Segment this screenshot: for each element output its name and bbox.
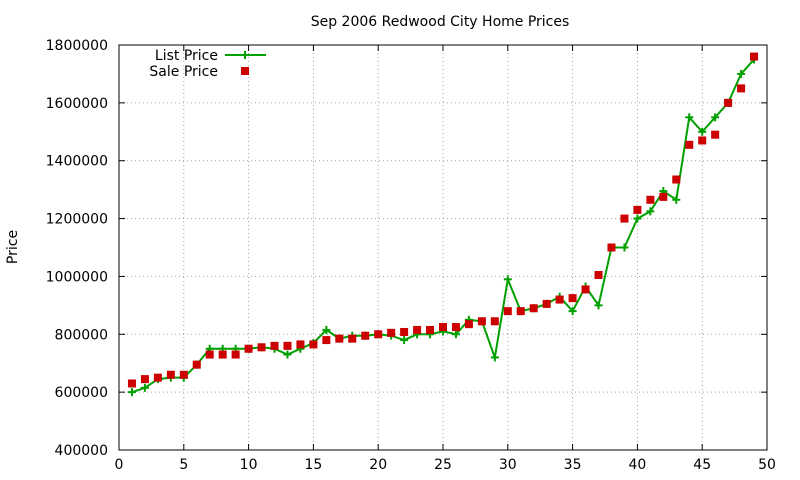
x-tick-label: 35 bbox=[564, 457, 582, 473]
chart-title: Sep 2006 Redwood City Home Prices bbox=[311, 14, 570, 30]
sale-price-point bbox=[244, 344, 253, 353]
sale-price-point bbox=[296, 340, 305, 349]
sale-price-point bbox=[529, 304, 538, 313]
list-price-point bbox=[698, 127, 707, 136]
list-price-point bbox=[490, 353, 499, 362]
list-price-point bbox=[568, 307, 577, 316]
sale-price-point bbox=[503, 307, 512, 316]
legend-marker bbox=[241, 67, 249, 75]
sale-price-point bbox=[698, 136, 707, 145]
sale-price-point bbox=[257, 343, 266, 352]
grid bbox=[119, 45, 767, 450]
sale-price-point bbox=[516, 307, 525, 316]
sale-price-point bbox=[205, 350, 214, 359]
y-tick-label: 1600000 bbox=[46, 96, 108, 112]
sale-price-point bbox=[192, 360, 201, 369]
list-price-point bbox=[322, 325, 331, 334]
sale-price-point bbox=[348, 334, 357, 343]
sale-price-point bbox=[581, 285, 590, 294]
sale-price-point bbox=[685, 140, 694, 149]
x-tick-label: 5 bbox=[179, 457, 188, 473]
sale-price-point bbox=[633, 205, 642, 214]
list-price-point bbox=[633, 214, 642, 223]
sale-price-point bbox=[127, 379, 136, 388]
x-tick-label: 10 bbox=[240, 457, 258, 473]
sale-price-point bbox=[542, 299, 551, 308]
axes: 0 5 10 15 20 25 30 35 40 45 50 400000 600000 800000 10… bbox=[46, 38, 776, 473]
sale-price-point bbox=[309, 340, 318, 349]
x-tick-label: 20 bbox=[369, 457, 387, 473]
y-tick-label: 1800000 bbox=[46, 38, 108, 54]
y-tick-label: 1200000 bbox=[46, 212, 108, 228]
sale-price-point bbox=[750, 52, 759, 61]
sale-price-point bbox=[620, 214, 629, 223]
list-price-point bbox=[646, 207, 655, 216]
sale-price-point bbox=[568, 294, 577, 303]
legend-marker bbox=[241, 51, 249, 59]
sale-price-point bbox=[451, 323, 460, 332]
sale-price-point bbox=[335, 334, 344, 343]
x-tick-label: 50 bbox=[758, 457, 776, 473]
x-tick-label: 25 bbox=[434, 457, 452, 473]
list-price-point bbox=[672, 195, 681, 204]
sale-price-point bbox=[555, 295, 564, 304]
sale-price-point bbox=[426, 325, 435, 334]
list-price-point bbox=[620, 243, 629, 252]
series-2 bbox=[127, 52, 759, 388]
sale-price-point bbox=[464, 320, 473, 329]
sale-price-point bbox=[439, 323, 447, 332]
x-tick-label: 45 bbox=[693, 457, 711, 473]
sale-price-point bbox=[322, 336, 331, 345]
sale-price-point bbox=[270, 341, 279, 350]
sale-price-point bbox=[387, 328, 396, 337]
sale-price-point bbox=[594, 270, 603, 279]
x-tick-label: 15 bbox=[304, 457, 322, 473]
plot-series bbox=[127, 52, 759, 397]
sale-price-point bbox=[283, 341, 292, 350]
y-tick-label: 1000000 bbox=[46, 269, 108, 285]
x-tick-label: 40 bbox=[628, 457, 646, 473]
sale-price-point bbox=[361, 331, 370, 340]
x-tick-label: 0 bbox=[115, 457, 124, 473]
legend-label: List Price bbox=[155, 48, 218, 64]
sale-price-point bbox=[646, 195, 655, 204]
sale-price-point bbox=[218, 350, 227, 359]
list-price-point bbox=[685, 113, 694, 122]
legend-label: Sale Price bbox=[149, 64, 218, 80]
sale-price-point bbox=[140, 375, 149, 384]
sale-price-point bbox=[659, 192, 668, 201]
sale-price-point bbox=[374, 330, 383, 339]
sale-price-point bbox=[607, 243, 616, 252]
sale-price-point bbox=[166, 370, 175, 379]
list-price-point bbox=[711, 113, 720, 122]
x-tick-label: 30 bbox=[499, 457, 517, 473]
list-price-point bbox=[737, 69, 746, 78]
y-tick-label: 400000 bbox=[55, 443, 108, 459]
sale-price-point bbox=[490, 317, 499, 326]
sale-price-point bbox=[711, 130, 720, 139]
list-price-point bbox=[283, 350, 292, 359]
sale-price-point bbox=[737, 84, 746, 93]
y-axis-label: Price bbox=[5, 230, 21, 264]
y-tick-label: 1400000 bbox=[46, 154, 108, 170]
list-price-point bbox=[140, 383, 149, 392]
sale-price-point bbox=[413, 325, 422, 334]
sale-price-point bbox=[153, 373, 162, 382]
sale-price-point bbox=[672, 175, 681, 184]
list-price-point bbox=[503, 275, 512, 284]
sale-price-point bbox=[179, 370, 188, 379]
sale-price-point bbox=[477, 317, 486, 326]
list-price-point bbox=[451, 330, 460, 339]
list-price-point bbox=[400, 336, 409, 345]
sale-price-point bbox=[724, 98, 733, 107]
list-price-point bbox=[127, 388, 136, 397]
y-tick-label: 600000 bbox=[55, 385, 108, 401]
list-price-point bbox=[594, 301, 603, 310]
sale-price-point bbox=[231, 350, 240, 359]
sale-price-point bbox=[400, 327, 409, 336]
y-tick-label: 800000 bbox=[55, 327, 108, 343]
